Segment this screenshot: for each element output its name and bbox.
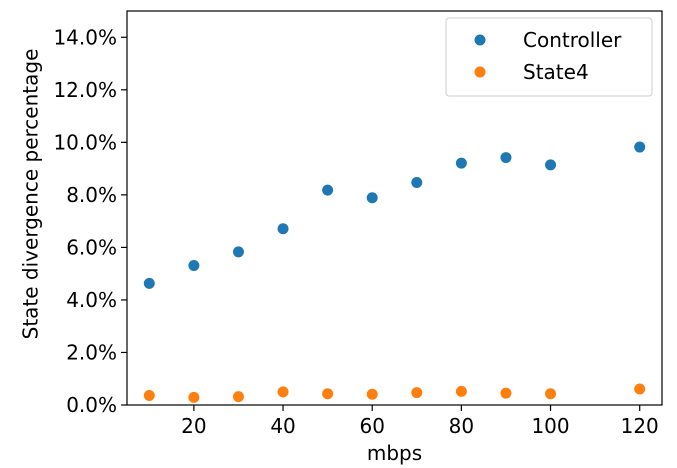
state4-point [500,387,512,399]
y-tick-label: 0.0% [66,393,117,417]
controller-point [188,260,200,272]
y-tick-label: 4.0% [66,288,117,312]
state4-point [143,390,155,402]
legend-marker-controller [474,34,486,46]
state4-point [455,385,467,397]
state4-point [545,388,557,400]
controller-point [545,159,557,171]
legend-label-controller: Controller [523,28,622,52]
plot-area-frame [126,10,663,406]
y-axis-title: State divergence percentage [19,49,43,340]
x-axis-ticks: 20 40 60 80 100 120 [181,405,659,438]
x-tick-label: 20 [181,414,206,438]
legend: Controller State4 [445,17,653,97]
controller-point [634,141,646,153]
controller-point [500,152,512,164]
x-tick-label: 60 [359,414,384,438]
controller-point [411,177,423,189]
controller-point [232,246,244,258]
y-tick-label: 12.0% [53,78,117,102]
x-tick-label: 80 [449,414,474,438]
state4-point [366,388,378,400]
legend-box [445,17,653,97]
y-axis-ticks: 0.0% 2.0% 4.0% 6.0% 8.0% 10.0% 12.0% 14.0% [53,25,127,417]
x-tick-label: 40 [270,414,295,438]
state4-point [634,383,646,395]
controller-point [455,157,467,169]
x-tick-label: 100 [531,414,569,438]
controller-point [277,223,289,235]
y-tick-label: 2.0% [66,340,117,364]
y-tick-label: 8.0% [66,183,117,207]
x-axis-title: mbps [367,441,422,465]
controller-point [322,184,334,196]
controller-point [366,192,378,204]
data-points [143,141,646,403]
legend-marker-state4 [474,66,486,78]
controller-point [143,277,155,289]
y-tick-label: 10.0% [53,130,117,154]
state4-point [322,388,334,400]
x-tick-label: 120 [621,414,659,438]
state4-point [188,391,200,403]
state4-point [277,386,289,398]
legend-label-state4: State4 [523,60,589,84]
state4-point [411,387,423,399]
state4-point [232,391,244,403]
y-tick-label: 6.0% [66,235,117,259]
y-tick-label: 14.0% [53,25,117,49]
